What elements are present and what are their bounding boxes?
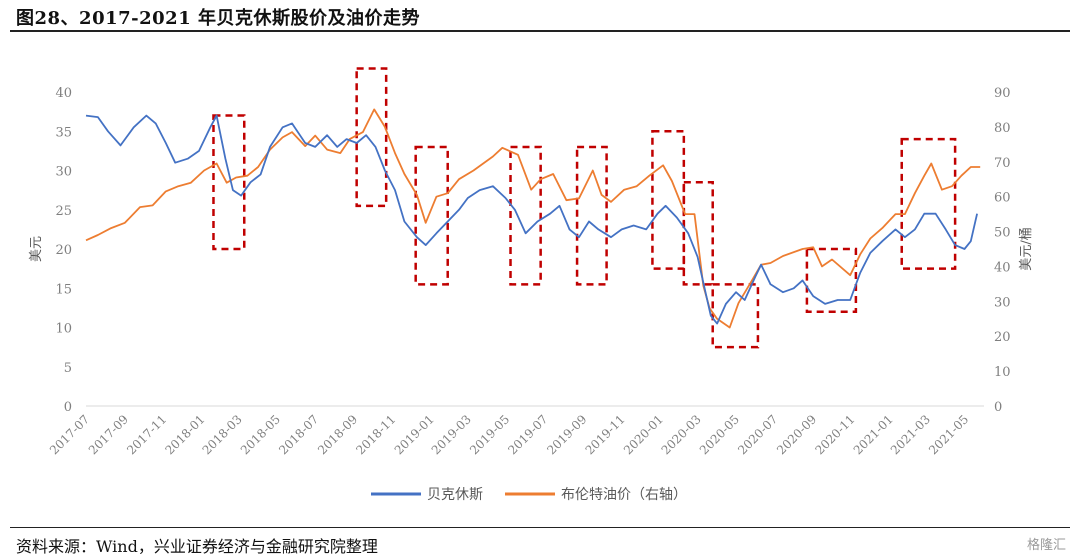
y-tick-label: 20	[55, 243, 72, 258]
top-rule	[10, 30, 1070, 32]
y2-tick-label: 20	[994, 330, 1011, 345]
x-tick-label: 2019-03	[429, 412, 474, 457]
x-tick-label: 2020-01	[621, 412, 666, 457]
y-tick-label: 10	[55, 322, 72, 337]
y2-tick-label: 90	[994, 86, 1011, 101]
x-tick-label: 2019-11	[583, 412, 628, 457]
y2-tick-label: 10	[994, 365, 1011, 380]
x-tick-label: 2019-01	[392, 412, 437, 457]
x-tick-label: 2018-05	[238, 412, 283, 457]
y2-tick-label: 40	[994, 260, 1011, 275]
x-axis: 2017-072017-092017-112018-012018-032018-…	[47, 412, 971, 457]
highlight-box	[575, 145, 608, 286]
x-tick-label: 2018-03	[200, 412, 245, 457]
x-tick-label: 2018-09	[315, 412, 360, 457]
source-note: 资料来源：Wind，兴业证券经济与金融研究院整理	[16, 537, 378, 556]
y2-axis-label: 美元/桶	[1019, 227, 1034, 270]
x-tick-label: 2017-07	[47, 412, 92, 457]
y-tick-label: 40	[55, 86, 72, 101]
series-lines	[85, 108, 981, 329]
y2-tick-label: 30	[994, 295, 1011, 310]
x-tick-label: 2020-09	[774, 412, 819, 457]
x-tick-label: 2021-01	[851, 412, 896, 457]
y-tick-label: 30	[55, 165, 72, 180]
highlight-box	[355, 67, 388, 208]
y-tick-label: 25	[55, 204, 72, 219]
highlight-box	[682, 181, 714, 286]
y-axis-label: 美元	[29, 236, 44, 262]
x-tick-label: 2020-07	[735, 412, 780, 457]
y2-tick-label: 50	[994, 226, 1011, 241]
watermark: 格隆汇	[1026, 538, 1066, 553]
y2-tick-label: 70	[994, 156, 1011, 171]
x-tick-label: 2020-11	[812, 412, 857, 457]
x-tick-label: 2017-11	[124, 412, 169, 457]
series-line-bkr	[85, 114, 978, 325]
x-tick-label: 2018-07	[276, 412, 321, 457]
y-tick-label: 35	[55, 125, 72, 140]
x-tick-label: 2020-05	[697, 412, 742, 457]
y2-tick-label: 60	[994, 191, 1011, 206]
x-tick-label: 2021-03	[888, 412, 933, 457]
legend-label-brent: 布伦特油价（右轴）	[561, 487, 687, 503]
highlight-box	[711, 283, 760, 349]
highlight-boxes	[212, 67, 957, 349]
x-tick-label: 2019-07	[505, 412, 550, 457]
legend-label-bkr: 贝克休斯	[427, 487, 483, 503]
bottom-rule	[10, 527, 1070, 528]
y2-tick-label: 0	[994, 400, 1002, 415]
highlight-box	[805, 247, 858, 314]
x-tick-label: 2019-05	[467, 412, 512, 457]
y-tick-label: 15	[55, 282, 72, 297]
y2-tick-label: 80	[994, 121, 1011, 136]
y-tick-label: 5	[64, 361, 72, 376]
x-tick-label: 2019-09	[544, 412, 589, 457]
legend: 贝克休斯 布伦特油价（右轴）	[371, 487, 687, 503]
highlight-box	[212, 114, 246, 251]
line-chart: 0 5 10 15 20 25 30 35 40 0 10 20 30 40 50 60 70 80 90 201…	[29, 67, 1034, 503]
highlight-box	[900, 137, 957, 270]
highlight-box	[414, 145, 449, 286]
right-axis: 0 10 20 30 40 50 60 70 80 90	[994, 86, 1011, 415]
x-tick-label: 2021-05	[926, 412, 971, 457]
x-tick-label: 2018-11	[353, 412, 398, 457]
x-tick-label: 2020-03	[659, 412, 704, 457]
x-tick-label: 2018-01	[163, 412, 208, 457]
y-tick-label: 0	[64, 400, 72, 415]
series-line-brent	[85, 108, 981, 329]
highlight-box	[509, 145, 542, 286]
x-tick-label: 2017-09	[86, 412, 131, 457]
figure-title: 图28、2017-2021 年贝克休斯股价及油价走势	[16, 8, 420, 29]
left-axis: 0 5 10 15 20 25 30 35 40	[55, 86, 72, 415]
